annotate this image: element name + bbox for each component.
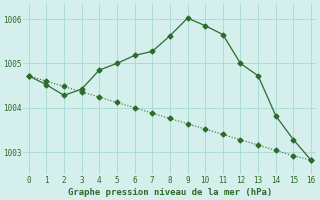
X-axis label: Graphe pression niveau de la mer (hPa): Graphe pression niveau de la mer (hPa): [68, 188, 272, 197]
